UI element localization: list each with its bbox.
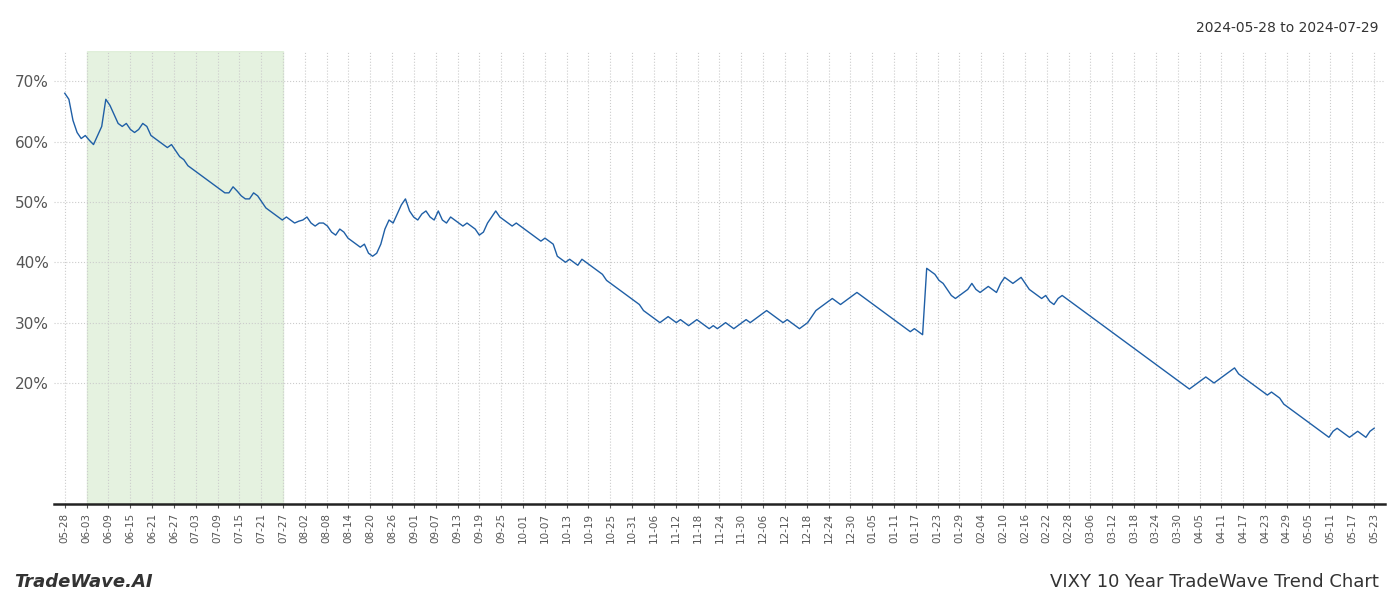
- Text: VIXY 10 Year TradeWave Trend Chart: VIXY 10 Year TradeWave Trend Chart: [1050, 573, 1379, 591]
- Bar: [87, 51, 283, 504]
- Text: TradeWave.AI: TradeWave.AI: [14, 573, 153, 591]
- Text: 2024-05-28 to 2024-07-29: 2024-05-28 to 2024-07-29: [1197, 21, 1379, 35]
